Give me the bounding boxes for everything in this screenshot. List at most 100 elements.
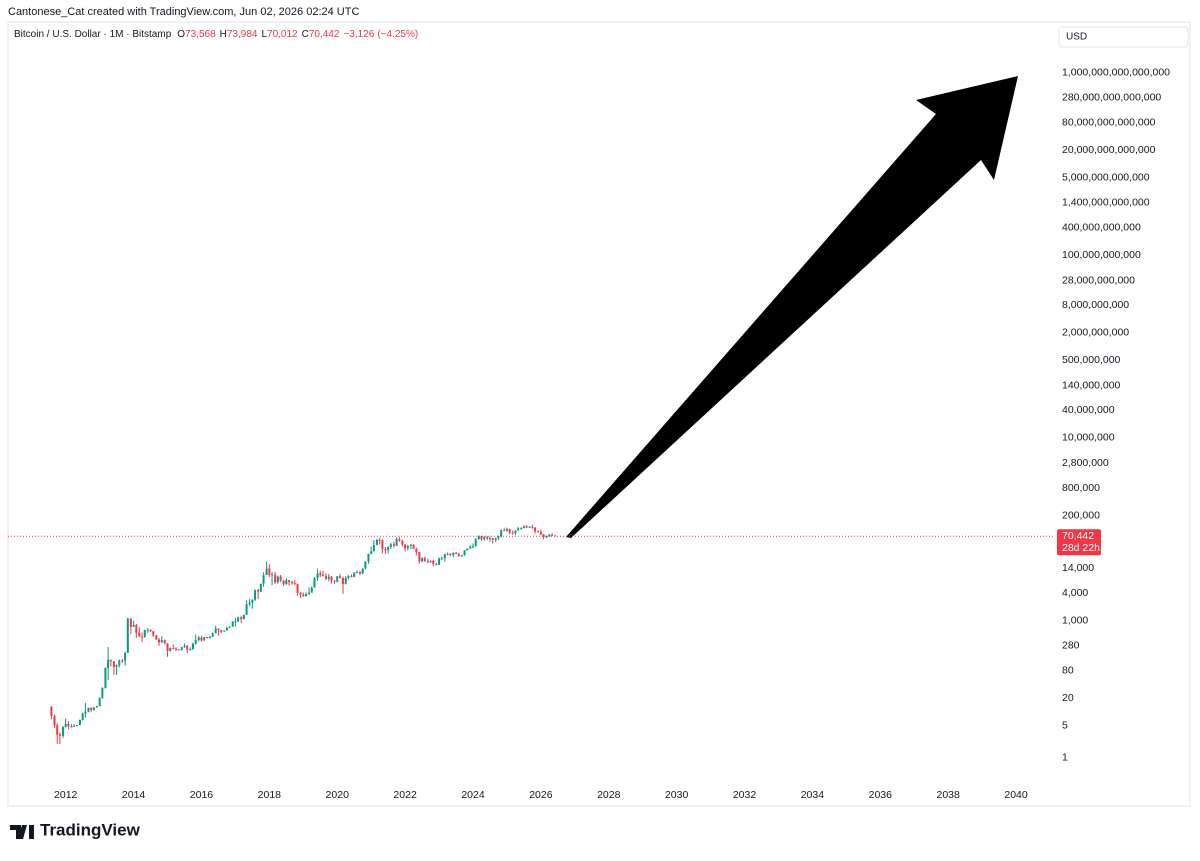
candle-body [189, 649, 192, 651]
candle-body [378, 539, 381, 541]
candle-body [169, 647, 172, 651]
candle-body [443, 554, 446, 559]
candle-body [228, 626, 231, 628]
candle-body [511, 532, 514, 534]
candle-body [305, 594, 308, 597]
candle-body [398, 539, 401, 541]
candle-body [70, 726, 73, 728]
candle-body [367, 553, 370, 562]
y-tick-label: 5,000,000,000,000 [1062, 171, 1150, 183]
candle-body [372, 545, 375, 552]
candle-body [401, 540, 404, 545]
candle-body [115, 665, 118, 667]
candle-body [98, 697, 101, 707]
candle-body [392, 544, 395, 546]
candle-body [141, 636, 144, 638]
candle-body [225, 627, 228, 631]
candle-body [491, 537, 494, 540]
candle-body [313, 578, 316, 588]
y-tick-label: 10,000,000 [1062, 432, 1115, 444]
candle-body [293, 583, 296, 585]
candle-body [197, 637, 200, 641]
candle-body [203, 637, 206, 641]
y-tick-label: 1,000,000,000,000,000 [1062, 66, 1170, 78]
candle-body [421, 558, 424, 562]
candle-body [319, 573, 322, 575]
candle-body [126, 618, 129, 653]
candle-body [460, 555, 463, 557]
candle-body [296, 584, 299, 594]
y-tick-label: 5 [1062, 720, 1068, 732]
candle-body [415, 548, 418, 553]
candle-body [288, 580, 291, 583]
candle-body [370, 551, 373, 554]
candle-body [240, 617, 243, 620]
candle-body [449, 553, 452, 556]
symbol-title: Bitcoin / U.S. Dollar · 1M · Bitstamp [14, 29, 172, 40]
y-tick-label: 40,000,000 [1062, 404, 1115, 416]
candle-body [517, 528, 520, 531]
candle-body [242, 614, 245, 620]
candle-body [251, 599, 254, 603]
currency-button[interactable] [1058, 26, 1189, 48]
candle-body [463, 550, 466, 556]
y-tick-label: 500,000,000 [1062, 354, 1121, 366]
y-tick-label: 1 [1062, 752, 1068, 764]
candle-body [406, 545, 409, 549]
candle-body [53, 715, 56, 726]
candle-body [194, 640, 197, 644]
candle-body [56, 725, 59, 735]
candle-body [361, 568, 364, 574]
brand: TradingView [40, 820, 141, 839]
candle-body [537, 531, 540, 533]
y-tick-label: 280,000,000,000,000 [1062, 92, 1161, 104]
y-tick-label: 28,000,000,000 [1062, 274, 1135, 286]
candle-body [124, 652, 127, 661]
candle-body [330, 576, 333, 581]
candle-body [325, 575, 328, 579]
candle-body [545, 536, 548, 538]
candle-body [138, 632, 141, 637]
ohlc-value: 73,984 [227, 29, 258, 40]
ohlc-legend: Bitcoin / U.S. Dollar · 1M · Bitstamp O73… [14, 29, 418, 40]
ohlc-prefix: H [220, 29, 227, 40]
y-tick-label: 1,000 [1062, 614, 1088, 626]
candle-body [92, 707, 95, 710]
candle-body [486, 537, 489, 539]
candle-body [81, 713, 84, 720]
candle-body [387, 546, 390, 551]
candle-body [435, 564, 438, 566]
x-tick-label: 2030 [665, 789, 689, 801]
y-tick-label: 20 [1062, 692, 1074, 704]
candle-body [104, 667, 107, 689]
candle-body [87, 707, 90, 712]
candle-body [50, 706, 53, 716]
candle-body [471, 546, 474, 548]
candle-body [259, 583, 262, 592]
x-tick-label: 2034 [801, 789, 825, 801]
candle-body [418, 552, 421, 562]
candle-body [143, 629, 146, 637]
candle-body [404, 544, 407, 549]
candle-body [262, 575, 265, 584]
candle-body [160, 639, 163, 643]
candle-body [101, 688, 104, 698]
candle-body [177, 649, 180, 651]
candle-body [214, 628, 217, 634]
x-tick-label: 2016 [190, 789, 214, 801]
x-tick-label: 2038 [936, 789, 960, 801]
last-price-label: 70,442 [1062, 530, 1094, 542]
currency-label: USD [1066, 32, 1087, 43]
candle-body [409, 544, 412, 546]
x-tick-label: 2024 [461, 789, 485, 801]
candle-body [109, 659, 112, 662]
candle-body [548, 534, 551, 537]
candle-body [333, 580, 336, 582]
candle-body [483, 537, 486, 540]
candle-body [364, 561, 367, 569]
candle-body [146, 629, 149, 631]
ohlc-prefix: C [302, 29, 309, 40]
candle-body [469, 546, 472, 549]
candle-body [211, 633, 214, 637]
